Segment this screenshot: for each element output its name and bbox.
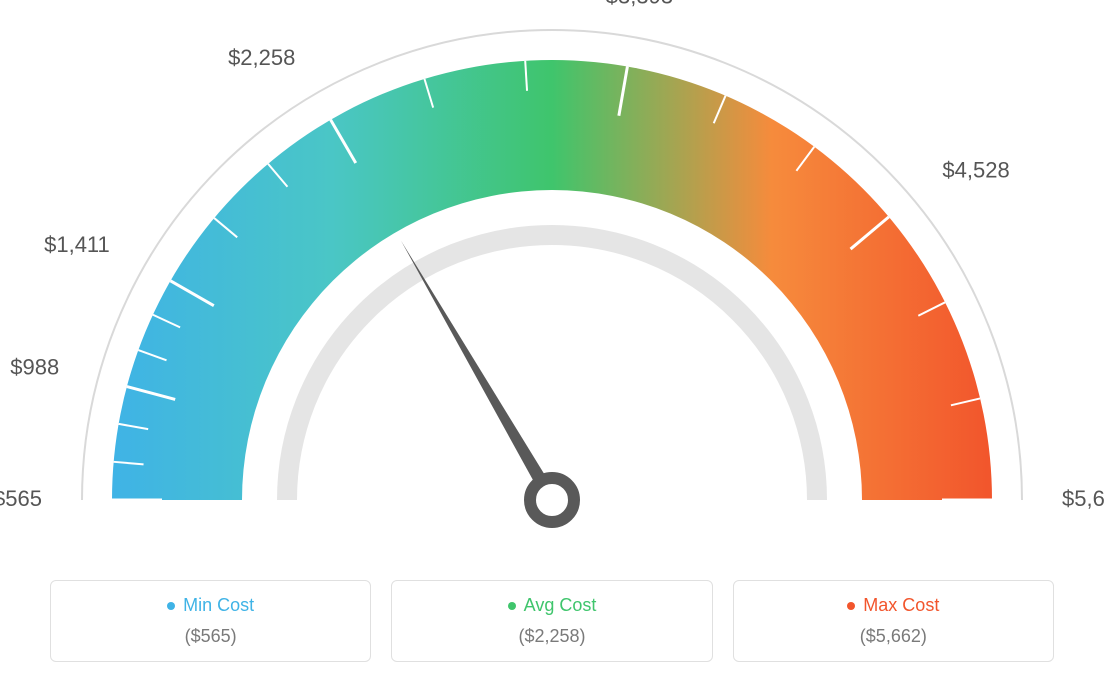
legend-label-text: Max Cost [863,595,939,616]
tick-label: $3,393 [606,0,673,8]
cost-gauge-chart: $565 $988 $1,411 $2,258 $3,393 $4,528 $5,662 M… [0,0,1104,690]
legend-label: Max Cost [847,595,939,616]
legend-dot-icon [167,602,175,610]
legend-label: Min Cost [167,595,254,616]
tick-label: $1,411 [44,232,110,257]
legend-value: ($2,258) [402,626,701,647]
tick-label: $565 [0,486,42,511]
legend-label: Avg Cost [508,595,597,616]
legend-value: ($5,662) [744,626,1043,647]
legend-label-text: Min Cost [183,595,254,616]
tick-label: $4,528 [942,158,1009,183]
legend-label-text: Avg Cost [524,595,597,616]
legend-box: Min Cost ($565) [50,580,371,662]
legend-value: ($565) [61,626,360,647]
gauge-needle [401,241,558,504]
tick-label: $2,258 [228,45,295,70]
legend-box: Avg Cost ($2,258) [391,580,712,662]
gauge-needle-base [530,478,574,522]
legend-row: Min Cost ($565) Avg Cost ($2,258) Max Cost ($… [50,580,1054,662]
legend-dot-icon [508,602,516,610]
legend-dot-icon [847,602,855,610]
tick-label: $988 [10,354,59,379]
legend-box: Max Cost ($5,662) [733,580,1054,662]
tick-label: $5,662 [1062,486,1104,511]
gauge-svg: $565 $988 $1,411 $2,258 $3,393 $4,528 $5,662 [0,0,1104,560]
